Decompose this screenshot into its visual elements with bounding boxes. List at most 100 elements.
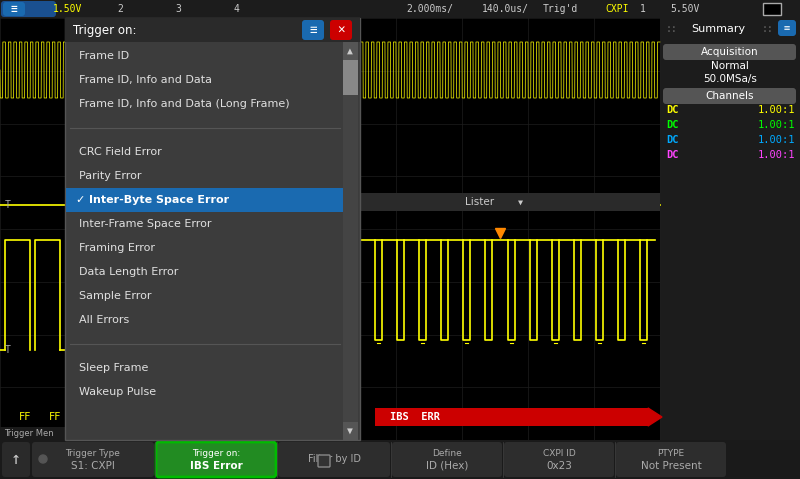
Text: ≡: ≡ bbox=[784, 23, 790, 33]
Polygon shape bbox=[648, 408, 662, 426]
FancyBboxPatch shape bbox=[3, 2, 25, 16]
Text: 0x23: 0x23 bbox=[546, 461, 572, 471]
Text: ::: :: bbox=[666, 24, 678, 34]
Bar bbox=[360, 193, 660, 211]
FancyBboxPatch shape bbox=[663, 88, 796, 104]
Text: FF: FF bbox=[49, 412, 62, 422]
Text: T: T bbox=[5, 345, 11, 355]
Text: PTYPE: PTYPE bbox=[658, 448, 685, 457]
Text: ✕: ✕ bbox=[338, 23, 345, 36]
Text: ≡: ≡ bbox=[310, 23, 317, 36]
Text: Lister: Lister bbox=[466, 197, 494, 207]
Text: Sample Error: Sample Error bbox=[79, 291, 151, 301]
FancyBboxPatch shape bbox=[278, 442, 390, 477]
Text: Filter by ID: Filter by ID bbox=[307, 454, 361, 464]
Circle shape bbox=[39, 455, 47, 463]
Text: 1.00:1: 1.00:1 bbox=[758, 135, 795, 145]
FancyBboxPatch shape bbox=[318, 455, 330, 467]
Text: CXPI: CXPI bbox=[606, 4, 629, 14]
Text: Trigger Men: Trigger Men bbox=[4, 429, 54, 437]
Text: IBS  ERR: IBS ERR bbox=[390, 412, 440, 422]
Text: 1.50V: 1.50V bbox=[54, 4, 82, 14]
Text: Inter-Frame Space Error: Inter-Frame Space Error bbox=[79, 219, 211, 229]
Text: IBS Error: IBS Error bbox=[190, 461, 242, 471]
Bar bbox=[343, 422, 358, 440]
FancyBboxPatch shape bbox=[32, 442, 154, 477]
Text: ID (Hex): ID (Hex) bbox=[426, 461, 468, 471]
Bar bbox=[66, 188, 343, 212]
Bar bbox=[343, 44, 358, 422]
Bar bbox=[660, 18, 800, 40]
Text: Trigger on:: Trigger on: bbox=[192, 448, 240, 457]
Bar bbox=[0, 427, 78, 440]
Text: Trig'd: Trig'd bbox=[542, 4, 578, 14]
Bar bbox=[763, 3, 781, 15]
Bar bbox=[375, 408, 648, 426]
Text: 1.00:1: 1.00:1 bbox=[758, 150, 795, 160]
Text: 5.50V: 5.50V bbox=[670, 4, 700, 14]
Text: DC: DC bbox=[666, 120, 678, 130]
Text: ▲: ▲ bbox=[347, 46, 353, 56]
FancyBboxPatch shape bbox=[616, 442, 726, 477]
Text: Define: Define bbox=[432, 448, 462, 457]
Text: DC: DC bbox=[666, 105, 678, 115]
Text: 3: 3 bbox=[175, 4, 181, 14]
Text: CXPI ID: CXPI ID bbox=[542, 448, 575, 457]
Text: 2.000ms/: 2.000ms/ bbox=[406, 4, 454, 14]
Text: All Errors: All Errors bbox=[79, 315, 130, 325]
Text: Parity Error: Parity Error bbox=[79, 171, 142, 181]
Text: 1.00:1: 1.00:1 bbox=[758, 120, 795, 130]
Text: Inter-Byte Space Error: Inter-Byte Space Error bbox=[89, 195, 229, 205]
Text: Sleep Frame: Sleep Frame bbox=[79, 363, 148, 373]
Text: Trigger Type: Trigger Type bbox=[66, 448, 121, 457]
Text: T: T bbox=[5, 200, 11, 210]
FancyBboxPatch shape bbox=[302, 20, 324, 40]
Text: Not Present: Not Present bbox=[641, 461, 702, 471]
Bar bbox=[0, 18, 660, 440]
FancyBboxPatch shape bbox=[330, 20, 352, 40]
Text: ▼: ▼ bbox=[518, 197, 522, 206]
FancyBboxPatch shape bbox=[156, 442, 276, 477]
Text: S1: CXPI: S1: CXPI bbox=[71, 461, 115, 471]
FancyBboxPatch shape bbox=[504, 442, 614, 477]
Text: Normal: Normal bbox=[711, 61, 749, 71]
Text: 50.0MSa/s: 50.0MSa/s bbox=[703, 74, 757, 84]
Bar bbox=[660, 18, 800, 440]
Text: ::: :: bbox=[762, 24, 774, 34]
Text: Frame ID: Frame ID bbox=[79, 51, 129, 61]
FancyBboxPatch shape bbox=[392, 442, 502, 477]
Bar bbox=[65, 18, 360, 42]
Text: 140.0us/: 140.0us/ bbox=[482, 4, 529, 14]
FancyBboxPatch shape bbox=[2, 442, 30, 477]
Text: CRC Field Error: CRC Field Error bbox=[79, 147, 162, 157]
FancyBboxPatch shape bbox=[778, 20, 796, 36]
Text: Wakeup Pulse: Wakeup Pulse bbox=[79, 387, 156, 397]
Text: 1: 1 bbox=[640, 4, 646, 14]
Text: DC: DC bbox=[666, 150, 678, 160]
Text: DC: DC bbox=[666, 135, 678, 145]
Text: 2: 2 bbox=[117, 4, 123, 14]
Text: FF: FF bbox=[18, 412, 31, 422]
Bar bbox=[65, 18, 360, 440]
Text: Channels: Channels bbox=[706, 91, 754, 101]
Text: Frame ID, Info and Data: Frame ID, Info and Data bbox=[79, 75, 212, 85]
Bar bbox=[343, 60, 358, 95]
Text: ≡: ≡ bbox=[10, 4, 18, 14]
FancyBboxPatch shape bbox=[663, 44, 796, 60]
Bar bbox=[0, 440, 800, 479]
Text: Framing Error: Framing Error bbox=[79, 243, 155, 253]
Circle shape bbox=[36, 452, 50, 466]
Text: ↑: ↑ bbox=[11, 450, 21, 468]
Text: Summary: Summary bbox=[691, 24, 745, 34]
Text: ✓: ✓ bbox=[75, 195, 84, 205]
Text: Frame ID, Info and Data (Long Frame): Frame ID, Info and Data (Long Frame) bbox=[79, 99, 290, 109]
Bar bbox=[343, 42, 358, 60]
Text: 1.00:1: 1.00:1 bbox=[758, 105, 795, 115]
FancyBboxPatch shape bbox=[1, 1, 56, 17]
Text: 4: 4 bbox=[233, 4, 239, 14]
Text: ▼: ▼ bbox=[347, 426, 353, 436]
Text: Data Length Error: Data Length Error bbox=[79, 267, 178, 277]
Text: Acquisition: Acquisition bbox=[701, 47, 759, 57]
Text: Trigger on:: Trigger on: bbox=[73, 23, 137, 36]
Bar bbox=[0, 0, 800, 18]
